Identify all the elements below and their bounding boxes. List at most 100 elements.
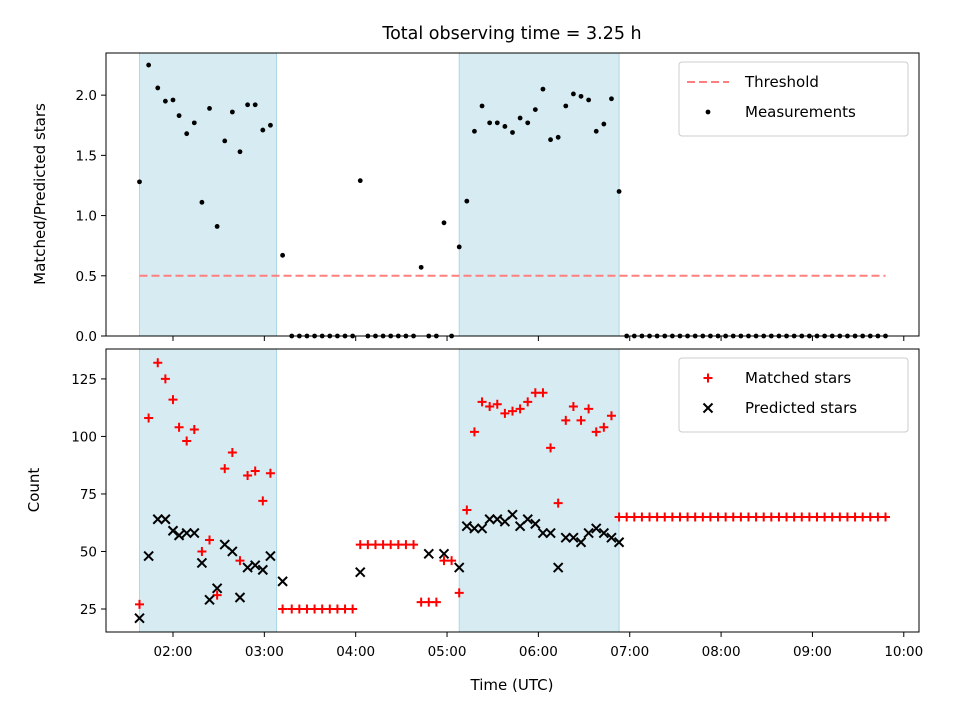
- point-1-1-39: [583, 527, 594, 539]
- point-1-0-30: [370, 540, 380, 550]
- point-0-1-59: [593, 128, 599, 134]
- shaded-interval-1-1: [458, 348, 620, 633]
- point-1-0-52: [538, 388, 548, 398]
- y-tick-label-0-1: 0.5: [76, 269, 97, 285]
- point-0-1-57: [578, 93, 584, 99]
- point-1-1-13: [234, 592, 246, 603]
- point-1-0-57: [576, 415, 586, 425]
- legend-label-1-0: Matched stars: [745, 369, 851, 387]
- shaded-interval-0-1: [458, 52, 620, 337]
- point-1-1-40: [591, 523, 602, 534]
- point-0-1-45: [487, 120, 493, 126]
- y-tick-label-1-0: 25: [80, 602, 97, 618]
- x-tick-label-2: 04:00: [336, 644, 375, 660]
- top-panel: 0.00.51.01.52.0 Matched/Predicted stars …: [31, 52, 920, 345]
- point-1-0-31: [378, 540, 388, 550]
- point-1-0-63: [622, 512, 632, 522]
- point-1-0-23: [317, 604, 327, 614]
- point-1-1-43: [613, 537, 625, 548]
- top-axes-frame: [105, 52, 920, 337]
- x-tick-label-5: 07:00: [610, 644, 649, 660]
- point-1-0-28: [355, 540, 365, 550]
- point-1-1-18: [277, 576, 288, 587]
- point-1-0-19: [287, 604, 297, 614]
- point-0-1-42: [464, 198, 470, 204]
- x-tick-label-6: 08:00: [702, 644, 741, 660]
- point-1-0-55: [561, 415, 571, 425]
- bottom-legend: Matched stars Predicted stars: [678, 357, 909, 433]
- point-0-1-58: [586, 97, 592, 103]
- point-1-1-12: [227, 546, 238, 557]
- point-1-0-92: [842, 512, 852, 522]
- point-1-0-71: [683, 512, 693, 522]
- point-1-0-86: [797, 512, 807, 522]
- point-1-0-90: [827, 512, 837, 522]
- x-tick-label-4: 06:00: [519, 644, 558, 660]
- y-tick-label-0-0: 0.0: [76, 329, 97, 345]
- point-0-1-61: [609, 96, 614, 102]
- point-0-1-49: [517, 115, 523, 121]
- top-y-axis-label: Matched/Predicted stars: [31, 103, 49, 285]
- point-1-1-35: [552, 562, 564, 573]
- point-1-0-8: [197, 546, 207, 556]
- point-1-0-6: [182, 436, 192, 446]
- point-1-1-14: [242, 562, 253, 573]
- point-1-0-96: [873, 512, 883, 522]
- point-1-0-60: [599, 422, 609, 432]
- point-1-0-80: [751, 512, 761, 522]
- point-0-1-8: [199, 199, 205, 205]
- legend-swatch-0-1: [705, 109, 711, 115]
- point-1-1-37: [568, 532, 579, 543]
- legend-swatch-1-1: [702, 402, 714, 414]
- point-1-0-37: [424, 597, 434, 607]
- point-0-1-17: [268, 122, 273, 128]
- legend-label-0-0: Threshold: [744, 73, 819, 91]
- point-1-0-11: [220, 464, 230, 474]
- point-1-0-35: [409, 540, 419, 550]
- point-1-1-27: [492, 514, 503, 525]
- point-0-1-0: [137, 179, 142, 185]
- point-1-0-7: [189, 425, 199, 435]
- point-1-0-13: [235, 556, 245, 566]
- point-1-1-20: [423, 548, 434, 559]
- point-1-0-58: [584, 404, 594, 414]
- point-0-1-41: [456, 244, 462, 250]
- x-tick-label-1: 03:00: [245, 644, 284, 660]
- point-1-1-29: [507, 509, 518, 520]
- point-0-1-6: [184, 131, 190, 137]
- point-0-1-48: [510, 130, 515, 135]
- point-1-1-22: [454, 562, 465, 573]
- point-1-0-50: [523, 397, 533, 407]
- bottom-y-axis-label: Count: [25, 468, 43, 513]
- point-1-1-17: [265, 550, 276, 562]
- point-1-1-7: [189, 527, 200, 539]
- point-1-0-95: [865, 512, 875, 522]
- point-1-0-89: [820, 512, 830, 522]
- point-1-0-81: [759, 512, 769, 522]
- x-tick-label-0: 02:00: [154, 644, 193, 660]
- bottom-data-marks: [134, 358, 891, 624]
- point-0-1-47: [502, 124, 508, 129]
- point-1-0-34: [401, 540, 411, 550]
- point-1-0-97: [881, 512, 891, 522]
- point-1-0-54: [553, 498, 563, 508]
- point-1-0-53: [546, 443, 556, 453]
- point-1-1-2: [152, 514, 163, 525]
- shaded-interval-0-0: [138, 52, 278, 337]
- point-0-1-50: [525, 120, 531, 126]
- point-0-1-43: [472, 128, 477, 134]
- point-0-1-54: [555, 134, 561, 140]
- point-1-0-49: [515, 404, 525, 414]
- point-1-0-69: [667, 512, 677, 522]
- point-0-1-11: [222, 138, 228, 144]
- legend-label-1-1: Predicted stars: [745, 399, 857, 417]
- point-0-1-9: [207, 105, 212, 111]
- point-1-1-38: [575, 537, 587, 548]
- point-1-1-36: [560, 532, 571, 543]
- y-tick-label-0-2: 1.0: [76, 209, 97, 225]
- point-1-0-68: [660, 512, 670, 522]
- point-1-1-31: [522, 514, 533, 525]
- point-0-1-56: [570, 91, 576, 97]
- point-1-1-33: [537, 527, 549, 539]
